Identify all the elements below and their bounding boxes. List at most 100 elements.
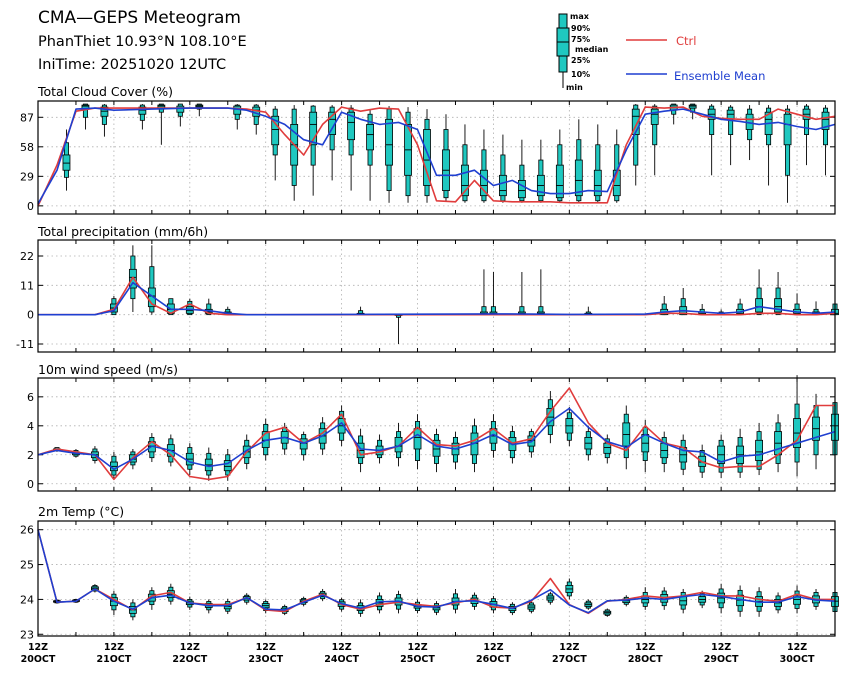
ensemble-mean-line (38, 281, 836, 316)
x-tick-date: 24OCT (324, 654, 359, 665)
box-25-75 (62, 154, 71, 171)
box-25-75 (147, 287, 156, 308)
ensemble-box (517, 139, 526, 203)
x-tick-date: 22OCT (172, 654, 207, 665)
ensemble-box (717, 583, 726, 614)
x-tick-date: 27OCT (552, 654, 587, 665)
box-25-75 (499, 174, 507, 197)
box-25-75 (774, 298, 782, 313)
ensemble-box (404, 107, 412, 203)
panel-frame (37, 100, 836, 215)
panel-frame (37, 520, 836, 637)
legend-label-p25: 25% (571, 56, 590, 65)
ensemble-box (736, 428, 745, 478)
x-tick-date: 21OCT (97, 654, 132, 665)
legend: max 90% 75% median 25% 10% min Ctrl Ense… (556, 12, 765, 92)
box-25-75 (423, 129, 431, 186)
x-tick-hour: 12Z (332, 642, 352, 653)
ensemble-box (185, 443, 194, 476)
y-tick-label: 0 (27, 309, 34, 322)
panel-title: 2m Temp (°C) (38, 504, 124, 519)
box-25-75 (517, 180, 526, 199)
box-10-90 (804, 105, 810, 135)
meteogram-title: CMA—GEPS Meteogram (38, 8, 241, 28)
legend-whisker-lower (558, 55, 568, 73)
legend-whisker-upper (558, 13, 568, 29)
legend-label-p10: 10% (571, 70, 590, 79)
location-label: PhanThiet 10.93°N 108.10°E (38, 34, 247, 50)
x-tick-date: 29OCT (704, 654, 739, 665)
ensemble-box (413, 414, 422, 470)
legend-label-p90: 90% (571, 24, 590, 33)
y-tick-label: 58 (20, 141, 34, 154)
x-tick-date: 20OCT (21, 654, 56, 665)
y-tick-label: 2 (27, 449, 34, 462)
plot-area (38, 521, 835, 636)
y-tick-label: 25 (20, 559, 34, 572)
ensemble-box (366, 109, 374, 201)
box-25-75 (100, 106, 109, 117)
legend-mean-label: Ensemble Mean (674, 69, 765, 83)
y-tick-label: 26 (20, 524, 34, 537)
panel-3: 23 24 25 26 2m Temp (°C) (20, 504, 839, 641)
legend-ctrl-label: Ctrl (676, 34, 696, 48)
y-tick-label: -11 (16, 338, 34, 351)
y-tick-label: 0 (27, 478, 34, 491)
y-tick-label: 22 (20, 250, 34, 263)
ensemble-box (584, 599, 593, 610)
ensemble-box (527, 600, 536, 614)
ensemble-box (195, 103, 204, 117)
ensemble-box (603, 608, 612, 617)
x-tick-hour: 12Z (787, 642, 807, 653)
x-tick-date: 23OCT (248, 654, 283, 665)
box-25-75 (223, 460, 232, 472)
box-25-75 (555, 164, 564, 199)
ensemble-box (641, 420, 650, 473)
y-tick-label: 87 (20, 111, 34, 124)
box-25-75 (783, 113, 792, 146)
x-tick-date: 25OCT (400, 654, 435, 665)
ensemble-box (584, 425, 593, 461)
x-tick-date: 26OCT (476, 654, 511, 665)
ensemble-mean-line (37, 407, 836, 471)
ensemble-box (423, 109, 431, 203)
plot-area (38, 240, 835, 352)
legend-label-max: max (570, 12, 590, 21)
x-tick-date: 28OCT (628, 654, 663, 665)
box-25-75 (480, 169, 488, 197)
x-tick-hour: 12Z (635, 642, 655, 653)
ensemble-box (802, 104, 811, 166)
x-axis-labels: 12Z20OCT12Z21OCT12Z22OCT12Z23OCT12Z24OCT… (21, 642, 815, 665)
panel-title: 10m wind speed (m/s) (38, 362, 178, 377)
box-10-90 (709, 105, 715, 135)
ensemble-box (774, 272, 782, 316)
legend-box-lower (556, 41, 570, 57)
ensemble-box (622, 405, 631, 470)
x-tick-hour: 12Z (559, 642, 579, 653)
box-10-90 (652, 105, 658, 146)
ensemble-box (385, 106, 393, 203)
panel-title: Total precipitation (mm/6h) (37, 224, 208, 239)
ensemble-box (442, 114, 450, 201)
ensemble-box (717, 434, 726, 478)
ensemble-box (347, 105, 356, 191)
box-25-75 (413, 428, 422, 450)
ensemble-box (755, 422, 763, 476)
box-25-75 (650, 108, 659, 125)
init-time-label: IniTime: 20251020 12UTC (38, 57, 226, 73)
ensemble-box (555, 129, 564, 203)
y-tick-label: 6 (27, 391, 34, 404)
legend-label-median: median (575, 45, 609, 54)
ensemble-box (593, 124, 602, 203)
box-25-75 (432, 439, 441, 457)
ensemble-mean-line (37, 529, 836, 614)
x-tick-hour: 12Z (104, 642, 124, 653)
ensemble-box (793, 375, 801, 477)
panel-title: Total Cloud Cover (%) (37, 84, 173, 99)
ctrl-line (37, 387, 835, 481)
y-tick-label: 29 (20, 170, 34, 183)
panel-frame (37, 239, 836, 353)
x-tick-hour: 12Z (180, 642, 200, 653)
